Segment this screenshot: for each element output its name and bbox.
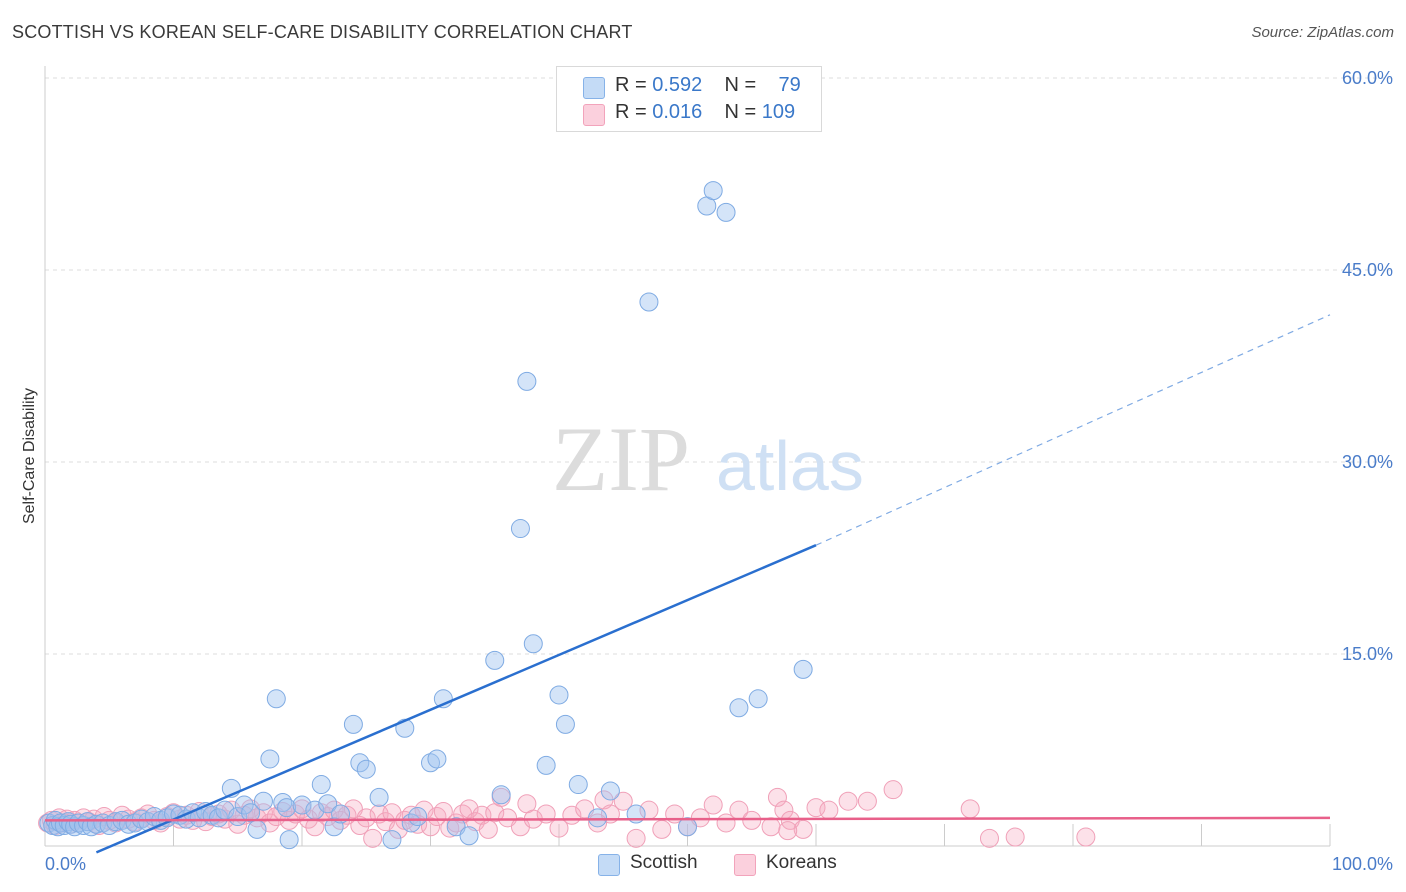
- scottish-legend-swatch: [598, 854, 620, 876]
- koreans-point: [819, 800, 839, 820]
- scottish-point: [517, 371, 537, 391]
- trend-lines: [44, 314, 1331, 854]
- scottish-point: [536, 755, 556, 775]
- koreans-point: [356, 808, 376, 828]
- scottish-point: [588, 808, 608, 828]
- scottish-point: [729, 698, 749, 718]
- chart-title: SCOTTISH VS KOREAN SELF-CARE DISABILITY …: [12, 22, 633, 42]
- grid-lines: [45, 77, 1392, 655]
- scottish-point: [459, 826, 479, 846]
- koreans-point: [960, 799, 980, 819]
- koreans-point: [421, 817, 440, 837]
- r-value-scottish: 0.592: [652, 74, 703, 96]
- scottish-point: [279, 830, 299, 850]
- koreans-point: [742, 810, 762, 830]
- y-tick-label: 15.0%: [1342, 644, 1393, 664]
- scottish-point: [292, 795, 312, 815]
- scottish-point: [427, 749, 447, 769]
- koreans-point: [793, 819, 813, 839]
- r-value-koreans: 0.016: [652, 101, 703, 123]
- scottish-points: [39, 110, 813, 850]
- scottish-point: [273, 792, 293, 812]
- koreans-point: [427, 807, 447, 827]
- scottish-point: [408, 807, 428, 827]
- scottish-point: [555, 714, 575, 734]
- koreans-point: [247, 808, 267, 828]
- koreans-point: [613, 791, 633, 811]
- scottish-point: [234, 795, 254, 815]
- scottish-trend-line: [95, 544, 817, 854]
- scottish-point: [208, 808, 228, 828]
- koreans-point: [778, 821, 798, 841]
- y-tick-label: 60.0%: [1342, 68, 1393, 88]
- scottish-point: [600, 781, 620, 801]
- scottish-trend-extension: [815, 314, 1331, 546]
- scottish-point: [382, 830, 402, 850]
- scottish-point: [639, 292, 659, 312]
- scottish-point: [716, 202, 736, 222]
- scottish-point: [748, 689, 768, 709]
- y-tick-label: 30.0%: [1342, 452, 1393, 472]
- scottish-point: [510, 519, 530, 539]
- chart-source: Source: ZipAtlas.com: [1251, 24, 1394, 41]
- scottish-point: [485, 650, 505, 670]
- y-tick-label: 45.0%: [1342, 260, 1393, 280]
- scottish-point: [260, 749, 280, 769]
- legend-label-koreans: Koreans: [766, 852, 837, 873]
- scottish-point: [491, 785, 511, 805]
- legend-label-scottish: Scottish: [630, 852, 698, 873]
- axes: [44, 66, 1331, 847]
- watermark: ZIP atlas: [552, 408, 864, 510]
- x-tick-label: 0.0%: [45, 854, 86, 874]
- scottish-point: [343, 714, 363, 734]
- koreans-swatch: [583, 104, 605, 126]
- scottish-point: [523, 634, 543, 654]
- scottish-point: [568, 775, 588, 795]
- koreans-point: [761, 817, 781, 837]
- scottish-point: [241, 803, 261, 823]
- r-label: R =: [615, 74, 647, 96]
- scottish-point: [277, 798, 297, 818]
- x-tick-label: 100.0%: [1332, 854, 1393, 874]
- koreans-point: [979, 828, 999, 848]
- koreans-point: [652, 819, 672, 839]
- koreans-point: [838, 791, 858, 811]
- y-axis-title: Self-Care Disability: [21, 388, 38, 524]
- koreans-point: [1076, 827, 1096, 847]
- koreans-legend-swatch: [734, 854, 756, 876]
- scottish-point: [247, 819, 267, 839]
- scottish-point: [369, 787, 389, 807]
- n-label: N =: [724, 101, 757, 123]
- scottish-point: [703, 181, 723, 201]
- scottish-point: [266, 689, 286, 709]
- koreans-point: [883, 780, 903, 800]
- scottish-point: [253, 791, 273, 811]
- n-value-koreans: 109: [761, 101, 796, 123]
- scottish-point: [549, 685, 569, 705]
- n-label: N =: [724, 74, 757, 96]
- koreans-point: [478, 819, 498, 839]
- koreans-point: [1005, 827, 1025, 847]
- n-value-scottish: 79: [778, 74, 801, 96]
- koreans-trend-line: [44, 816, 1331, 822]
- koreans-point: [363, 828, 383, 848]
- scottish-point: [311, 775, 331, 795]
- scottish-swatch: [583, 77, 605, 99]
- scottish-point: [331, 804, 351, 824]
- watermark-zip: ZIP: [552, 408, 690, 510]
- scottish-point: [793, 659, 813, 679]
- scottish-point: [58, 812, 78, 832]
- scottish-point: [678, 817, 697, 837]
- koreans-point: [626, 828, 646, 848]
- koreans-point: [857, 791, 877, 811]
- koreans-point: [305, 817, 325, 837]
- koreans-point: [703, 795, 723, 815]
- scottish-point: [356, 759, 376, 779]
- correlation-legend: R = 0.592 N = 79 R = 0.016 N = 109: [556, 66, 822, 132]
- r-label: R =: [615, 101, 647, 123]
- scottish-point: [318, 794, 338, 814]
- watermark-atlas: atlas: [716, 427, 864, 505]
- tick-labels: 15.0% 30.0% 45.0% 60.0% 0.0% 100.0%: [45, 68, 1393, 874]
